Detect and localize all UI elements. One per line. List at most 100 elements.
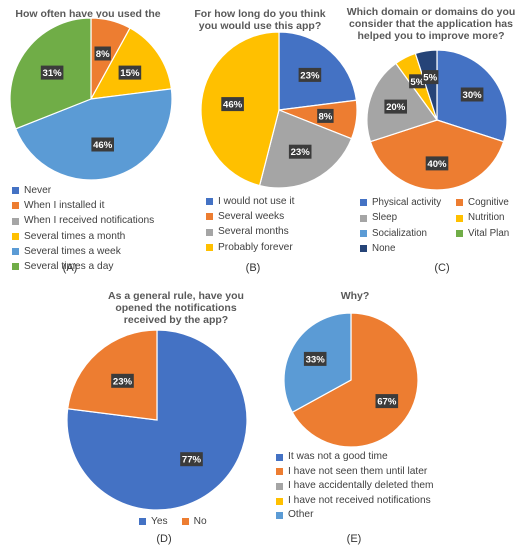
chart-a-data-label-several-times-a-day: 31% <box>40 65 64 80</box>
svg-text:77%: 77% <box>182 455 202 466</box>
chart-d-title-line-3: received by the app? <box>123 314 229 326</box>
chart-c-title-line-3: helped you to improve more? <box>357 30 505 42</box>
chart-c-title-line-2: consider that the application has <box>349 18 513 30</box>
chart-c-data-label-none: 5% <box>422 70 439 85</box>
chart-b-slices: 23% 8% 23% 46% <box>200 31 358 189</box>
chart-c-legend-item-cognitive: Cognitive <box>456 195 517 210</box>
chart-c-legend: Physical activity Cognitive Sleep Nutrition… <box>360 195 517 257</box>
chart-a-legend-item-several-times-a-day: Several times a day <box>12 259 154 274</box>
legend-swatch <box>456 199 463 207</box>
chart-e-slices: 67% 33% <box>283 312 419 448</box>
chart-c-title: Which domain or domains do you consider … <box>345 6 517 42</box>
chart-c-data-label-nutrition: 5% <box>409 74 426 89</box>
legend-label: Several times a week <box>24 245 121 257</box>
chart-d-title-line-2: opened the notifications <box>115 302 237 314</box>
chart-b-title: For how long do you think you would use … <box>172 8 348 32</box>
legend-label: I would not use it <box>218 196 295 207</box>
chart-a-legend: Never When I installed it When I received … <box>12 183 154 274</box>
chart-a-slice-several-times-a-week <box>14 88 173 181</box>
legend-label: Several times a month <box>24 230 126 242</box>
svg-text:23%: 23% <box>291 147 311 158</box>
legend-swatch <box>360 230 367 238</box>
chart-e-legend-item-i-have-not-seen-them-until-later: I have not seen them until later <box>276 465 434 480</box>
chart-b-data-label-several-months: 23% <box>288 144 312 159</box>
svg-text:5%: 5% <box>410 77 424 88</box>
legend-label: Socialization <box>372 227 428 239</box>
chart-a-slice-several-times-a-month <box>89 27 173 100</box>
svg-text:23%: 23% <box>113 376 133 387</box>
chart-a-slices: 8% 15% 46% 31% <box>9 17 173 181</box>
chart-c-legend-item-none: None <box>360 241 456 256</box>
chart-a-legend-item-when-i-received-notifications: When I received notifications <box>12 213 154 228</box>
chart-e-legend: It was not a good time I have not seen th… <box>276 450 434 523</box>
chart-a-legend-item-never: Never <box>12 183 154 198</box>
chart-c-data-label-sleep: 20% <box>384 99 407 114</box>
chart-e-slice-i-have-not-seen-them-until-later <box>291 312 419 448</box>
chart-d-legend: Yes No <box>139 514 207 529</box>
chart-b-legend-item-i-would-not-use-it: I would not use it <box>206 194 294 209</box>
chart-e-data-label-other: 33% <box>303 351 327 366</box>
legend-swatch <box>206 228 213 236</box>
chart-a-legend-item-several-times-a-month: Several times a month <box>12 229 154 244</box>
chart-b-caption: (B) <box>245 262 261 274</box>
legend-swatch <box>12 263 19 271</box>
chart-c-legend-item-socialization: Socialization <box>360 226 456 241</box>
legend-swatch <box>12 217 19 225</box>
chart-b-legend-item-several-weeks: Several weeks <box>206 209 294 224</box>
legend-swatch <box>206 213 213 221</box>
chart-c-slice-none <box>414 49 438 121</box>
legend-label: I have not received notifications <box>288 494 431 506</box>
svg-text:15%: 15% <box>120 68 140 79</box>
svg-text:20%: 20% <box>386 102 406 113</box>
legend-label: Never <box>24 185 52 196</box>
chart-e-legend-item-i-have-not-received-notifications: I have not received notifications <box>276 494 434 509</box>
chart-c-data-label-cognitive: 40% <box>425 156 449 171</box>
legend-swatch <box>206 243 213 251</box>
legend-swatch <box>276 482 283 490</box>
legend-label: Vital Plan <box>468 227 510 239</box>
legend-swatch <box>181 518 189 526</box>
chart-e-legend-item-i-have-accidentally-deleted-them: I have accidentally deleted them <box>276 479 434 494</box>
svg-text:46%: 46% <box>223 100 243 111</box>
legend-label: Yes <box>151 516 168 527</box>
svg-text:23%: 23% <box>300 70 320 81</box>
legend-label: Nutrition <box>468 212 505 224</box>
svg-text:33%: 33% <box>306 354 326 365</box>
chart-e-data-label-i-have-not-seen-them-until-later: 67% <box>375 394 399 409</box>
legend-label: No <box>193 516 207 527</box>
chart-d-data-label-no: 23% <box>111 373 134 388</box>
chart-b-title-line-1: For how long do you think <box>194 8 326 20</box>
chart-b-data-label-i-would-not-use-it: 23% <box>298 67 322 82</box>
chart-e-legend-item-it-was-not-a-good-time: It was not a good time <box>276 450 434 465</box>
chart-a-caption: (A) <box>62 262 78 274</box>
legend-swatch <box>206 198 213 206</box>
svg-text:40%: 40% <box>427 159 447 170</box>
legend-swatch <box>360 199 367 207</box>
chart-c-data-label-physical-activity: 30% <box>460 87 484 102</box>
svg-text:46%: 46% <box>93 140 113 151</box>
svg-text:67%: 67% <box>377 397 397 408</box>
chart-c-legend-item-nutrition: Nutrition <box>456 210 517 225</box>
legend-swatch <box>12 232 19 240</box>
legend-swatch <box>456 230 463 238</box>
chart-c-legend-item-sleep: Sleep <box>360 210 456 225</box>
svg-text:31%: 31% <box>42 68 62 79</box>
chart-d-title-line-1: As a general rule, have you <box>108 290 244 302</box>
legend-label: Several months <box>218 226 289 238</box>
chart-c-legend-item-vital-plan: Vital Plan <box>456 226 517 241</box>
svg-text:8%: 8% <box>318 111 332 122</box>
legend-label: It was not a good time <box>288 451 388 462</box>
legend-label: I have not seen them until later <box>288 465 428 477</box>
chart-a-data-label-several-times-a-month: 15% <box>118 65 142 80</box>
legend-swatch <box>12 247 19 255</box>
chart-e-caption: (E) <box>346 533 362 545</box>
legend-swatch <box>12 187 19 195</box>
chart-b-title-line-2: you would use this app? <box>198 20 322 32</box>
legend-label: None <box>372 243 396 255</box>
chart-d-legend-item-yes: Yes <box>139 514 168 529</box>
legend-label: Physical activity <box>372 197 442 208</box>
legend-label: When I received notifications <box>24 215 155 227</box>
chart-d-caption: (D) <box>156 533 172 545</box>
legend-swatch <box>360 214 367 222</box>
